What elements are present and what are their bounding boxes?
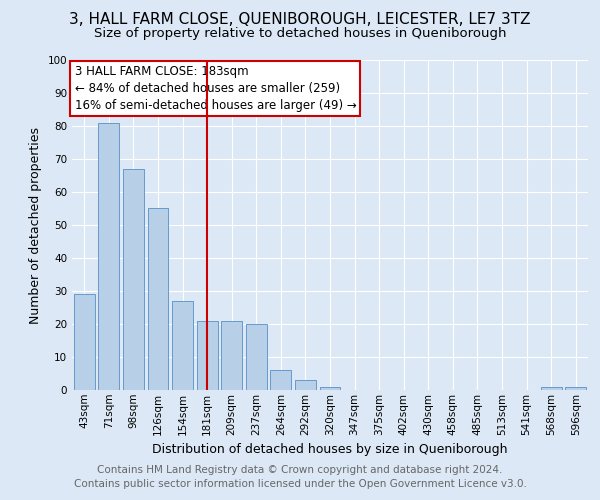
Text: Contains HM Land Registry data © Crown copyright and database right 2024.
Contai: Contains HM Land Registry data © Crown c…	[74, 465, 526, 489]
Bar	[123, 169, 144, 390]
Bar	[148, 208, 169, 390]
Bar	[541, 386, 562, 390]
Text: 3 HALL FARM CLOSE: 183sqm
← 84% of detached houses are smaller (259)
16% of semi: 3 HALL FARM CLOSE: 183sqm ← 84% of detac…	[74, 65, 356, 112]
Bar	[197, 320, 218, 390]
Bar	[565, 386, 586, 390]
Bar	[74, 294, 95, 390]
Y-axis label: Number of detached properties: Number of detached properties	[29, 126, 42, 324]
Bar	[295, 380, 316, 390]
Bar	[98, 122, 119, 390]
Bar	[172, 301, 193, 390]
Text: Size of property relative to detached houses in Queniborough: Size of property relative to detached ho…	[94, 28, 506, 40]
Bar	[320, 386, 340, 390]
Text: 3, HALL FARM CLOSE, QUENIBOROUGH, LEICESTER, LE7 3TZ: 3, HALL FARM CLOSE, QUENIBOROUGH, LEICES…	[69, 12, 531, 28]
Bar	[246, 324, 267, 390]
Bar	[271, 370, 292, 390]
X-axis label: Distribution of detached houses by size in Queniborough: Distribution of detached houses by size …	[152, 443, 508, 456]
Bar	[221, 320, 242, 390]
